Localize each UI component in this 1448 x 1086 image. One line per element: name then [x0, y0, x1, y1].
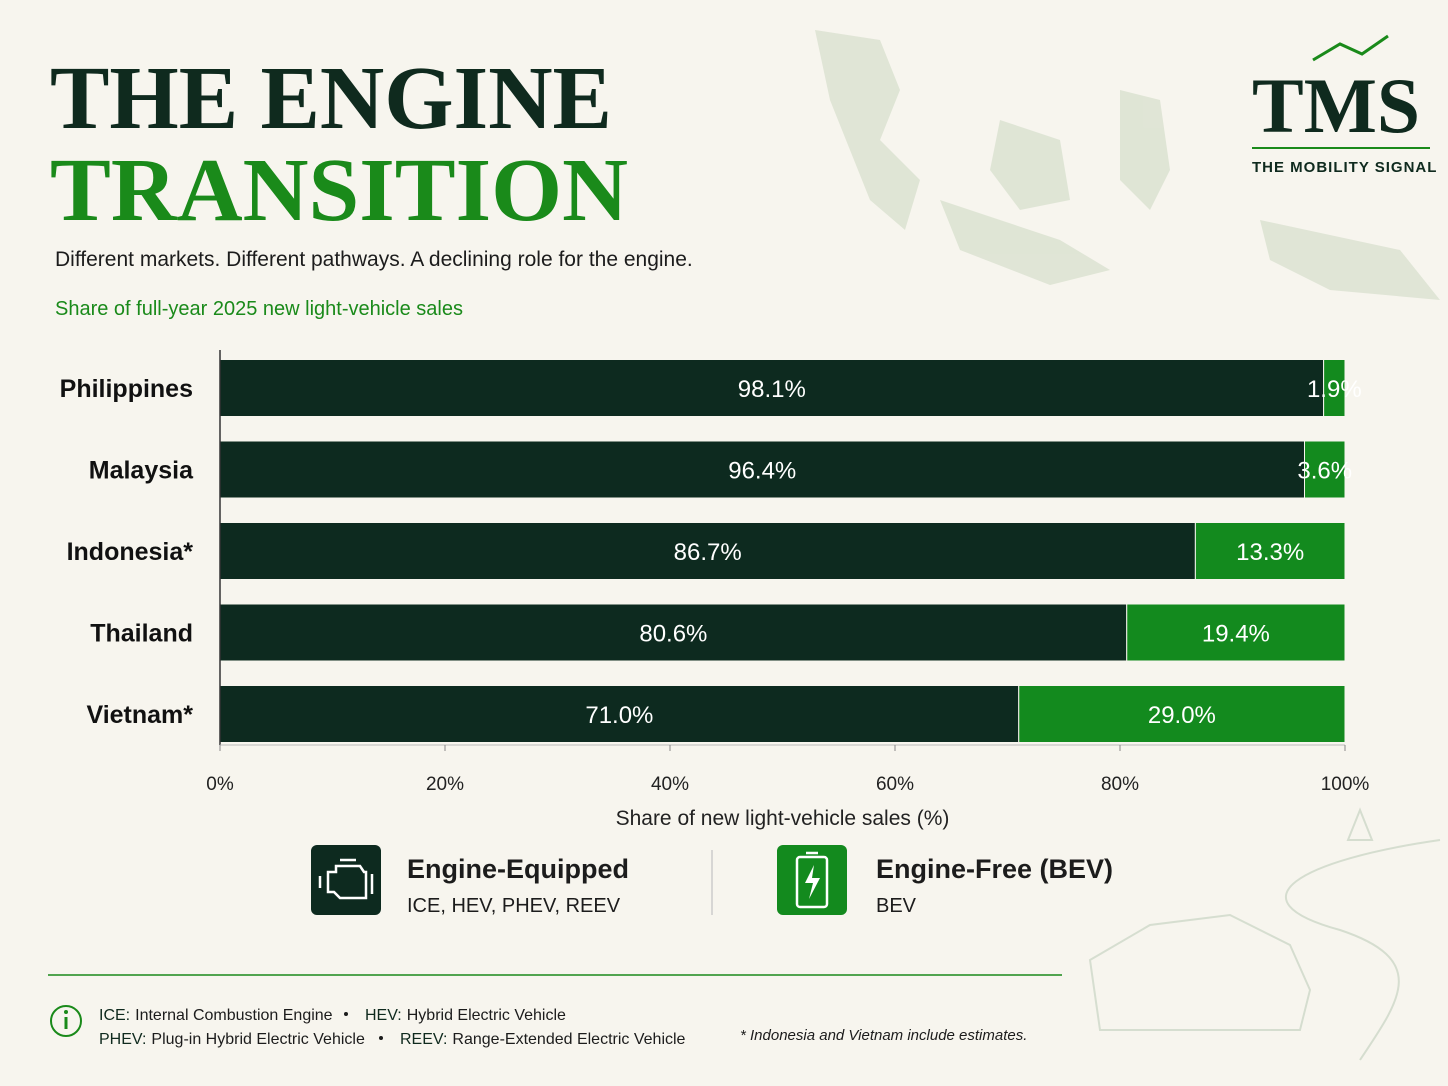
- engine-icon: [318, 858, 374, 900]
- value-label: 13.3%: [1236, 539, 1304, 566]
- x-tick-label: 20%: [426, 774, 464, 795]
- plot: Philippines 98.1% 1.9% Malaysia 96.4% 3.6% Ind…: [60, 350, 1370, 830]
- footnote: * Indonesia and Vietnam include estimate…: [740, 1027, 1027, 1044]
- title-line-1: THE ENGINE: [50, 49, 612, 148]
- title-line-2: TRANSITION: [50, 141, 628, 240]
- glossary-term: ICE:: [99, 1007, 130, 1024]
- bar-segment: [1323, 359, 1346, 417]
- glossary-line: ICE: Internal Combustion Engine: [99, 1007, 333, 1024]
- legend-detail: BEV: [876, 895, 917, 917]
- bar-segment: [219, 440, 1305, 499]
- x-tick-label: 40%: [651, 774, 689, 795]
- car-decoration: [1088, 807, 1441, 1061]
- glossary-line: PHEV: Plug-in Hybrid Electric Vehicle: [99, 1031, 365, 1048]
- bullet: [379, 1036, 383, 1040]
- bullet: [344, 1012, 348, 1016]
- value-label: 86.7%: [674, 539, 742, 566]
- value-label: 96.4%: [728, 458, 796, 485]
- value-label: 29.0%: [1148, 702, 1216, 729]
- value-label: 3.6%: [1297, 458, 1352, 485]
- value-label: 71.0%: [585, 702, 653, 729]
- info-icon-dot: [64, 1010, 68, 1014]
- bar-segment: [1304, 440, 1346, 499]
- glossary-term: PHEV:: [99, 1031, 146, 1048]
- glossary-line: REEV: Range-Extended Electric Vehicle: [400, 1031, 686, 1048]
- logo-tagline: THE MOBILITY SIGNAL: [1252, 159, 1437, 176]
- legend-swatch: [311, 845, 381, 915]
- glossary-definition: Range-Extended Electric Vehicle: [452, 1031, 685, 1048]
- bar-segment: [1126, 603, 1346, 662]
- bar-segment: [219, 359, 1325, 417]
- x-tick-label: 0%: [206, 774, 234, 795]
- glossary-term: REEV:: [400, 1031, 447, 1048]
- glossary-definition: Hybrid Electric Vehicle: [407, 1007, 566, 1024]
- glossary-line: HEV: Hybrid Electric Vehicle: [365, 1007, 566, 1024]
- x-tick-label: 80%: [1101, 774, 1139, 795]
- bar-segment: [219, 685, 1020, 743]
- chart-title: Share of full-year 2025 new light-vehicl…: [55, 298, 463, 320]
- glossary-definition: Internal Combustion Engine: [135, 1007, 333, 1024]
- legend-detail: ICE, HEV, PHEV, REEV: [407, 895, 621, 917]
- y-tick-label: Thailand: [90, 620, 193, 648]
- legend-label: Engine-Equipped: [407, 854, 629, 884]
- value-label: 80.6%: [639, 621, 707, 648]
- y-tick-label: Malaysia: [89, 457, 194, 485]
- glossary-definition: Plug-in Hybrid Electric Vehicle: [151, 1031, 365, 1048]
- y-tick-label: Philippines: [60, 375, 193, 403]
- logo: TMS: [1252, 62, 1420, 149]
- x-axis-label: Share of new light-vehicle sales (%): [616, 807, 950, 830]
- battery-icon: [795, 851, 829, 909]
- value-label: 1.9%: [1307, 376, 1362, 403]
- map-decoration: [815, 30, 1440, 300]
- y-tick-label: Vietnam*: [86, 701, 193, 729]
- value-label: 98.1%: [738, 376, 806, 403]
- x-tick-label: 60%: [876, 774, 914, 795]
- x-tick-label: 100%: [1321, 774, 1370, 795]
- info-icon-bar: [64, 1017, 68, 1029]
- logo-icon: [1312, 34, 1389, 62]
- bar-segment: [1018, 685, 1346, 743]
- subtitle: Different markets. Different pathways. A…: [55, 248, 693, 271]
- glossary-term: HEV:: [365, 1007, 402, 1024]
- y-tick-label: Indonesia*: [67, 538, 194, 566]
- info-icon: [50, 1005, 82, 1037]
- value-label: 19.4%: [1202, 621, 1270, 648]
- legend-label: Engine-Free (BEV): [876, 854, 1113, 884]
- bar-segment: [1194, 522, 1346, 580]
